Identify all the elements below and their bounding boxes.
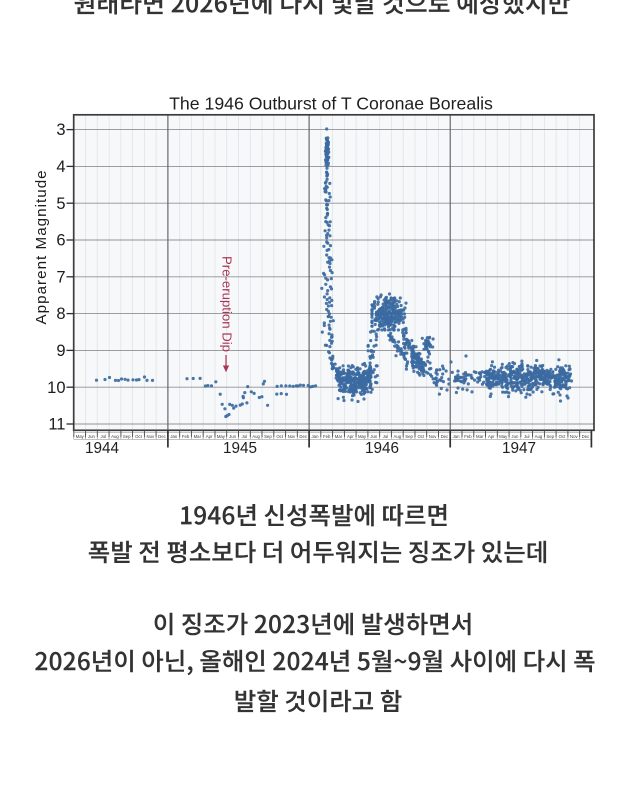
svg-text:Jan: Jan [312, 434, 320, 439]
svg-text:3: 3 [56, 121, 65, 139]
svg-text:Pre-eruption Dip: Pre-eruption Dip [220, 256, 235, 352]
svg-text:4: 4 [56, 158, 65, 176]
svg-text:9: 9 [56, 342, 65, 360]
svg-text:6: 6 [56, 232, 65, 250]
svg-text:Aug: Aug [393, 434, 401, 439]
svg-text:10: 10 [47, 379, 65, 397]
svg-text:Jun: Jun [511, 434, 519, 439]
svg-text:1947: 1947 [502, 440, 536, 457]
svg-text:Oct: Oct [559, 434, 566, 439]
svg-text:Mar: Mar [335, 434, 343, 439]
svg-text:Sep: Sep [546, 434, 554, 439]
svg-text:1945: 1945 [223, 440, 257, 457]
svg-text:Apr: Apr [488, 434, 495, 439]
svg-text:5: 5 [56, 195, 65, 213]
svg-text:Jun: Jun [88, 434, 96, 439]
svg-text:Dec: Dec [299, 434, 307, 439]
svg-text:Dec: Dec [158, 434, 166, 439]
svg-text:Oct: Oct [135, 434, 142, 439]
svg-text:Oct: Oct [417, 434, 424, 439]
svg-text:8: 8 [56, 305, 65, 323]
svg-text:Jul: Jul [524, 434, 530, 439]
svg-text:11: 11 [48, 416, 65, 434]
svg-text:Jul: Jul [383, 434, 389, 439]
svg-text:Sep: Sep [123, 434, 131, 439]
svg-text:Dec: Dec [441, 434, 449, 439]
svg-text:Feb: Feb [323, 434, 331, 439]
svg-text:Jul: Jul [242, 434, 248, 439]
svg-text:Jan: Jan [170, 434, 178, 439]
svg-text:Aug: Aug [252, 434, 260, 439]
svg-text:Jun: Jun [370, 434, 378, 439]
svg-text:Feb: Feb [464, 434, 472, 439]
svg-text:Apr: Apr [206, 434, 213, 439]
svg-text:May: May [499, 434, 508, 439]
svg-text:Nov: Nov [429, 434, 437, 439]
svg-text:1944: 1944 [85, 440, 120, 457]
svg-text:Jun: Jun [229, 434, 237, 439]
svg-text:Nov: Nov [570, 434, 578, 439]
svg-text:Mar: Mar [476, 434, 484, 439]
svg-text:Apparent Magnitude: Apparent Magnitude [33, 169, 50, 324]
svg-text:May: May [217, 434, 226, 439]
svg-text:May: May [76, 434, 85, 439]
svg-text:Sep: Sep [405, 434, 413, 439]
svg-text:Jan: Jan [453, 434, 461, 439]
svg-text:Mar: Mar [194, 434, 202, 439]
svg-text:Sep: Sep [264, 434, 272, 439]
svg-text:Nov: Nov [146, 434, 154, 439]
svg-text:Apr: Apr [347, 434, 354, 439]
svg-text:Aug: Aug [535, 434, 543, 439]
svg-text:Nov: Nov [288, 434, 296, 439]
svg-text:Jul: Jul [100, 434, 106, 439]
svg-text:May: May [358, 434, 367, 439]
svg-text:Feb: Feb [182, 434, 190, 439]
svg-text:Dec: Dec [582, 434, 590, 439]
svg-text:7: 7 [56, 268, 65, 286]
svg-text:Aug: Aug [111, 434, 119, 439]
svg-text:1946: 1946 [365, 440, 399, 457]
svg-text:Oct: Oct [276, 434, 283, 439]
svg-text:The 1946 Outburst of T Coronae: The 1946 Outburst of T Coronae Borealis [169, 94, 493, 114]
